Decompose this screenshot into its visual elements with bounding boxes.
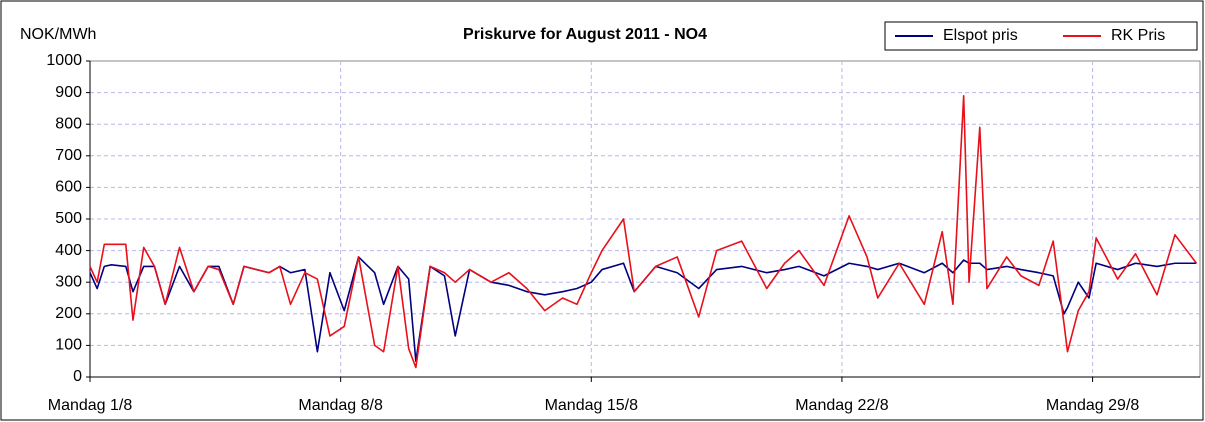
- x-tick-label: Mandag 1/8: [48, 397, 133, 414]
- y-axis-label: NOK/MWh: [20, 26, 96, 43]
- y-tick-label: 400: [55, 242, 82, 259]
- x-tick-label: Mandag 15/8: [545, 397, 639, 414]
- y-tick-label: 0: [73, 368, 82, 385]
- price-line: [89, 94, 1198, 369]
- y-tick-label: 100: [55, 337, 82, 354]
- x-tick-label: Mandag 8/8: [298, 397, 383, 414]
- chart-title: Priskurve for August 2011 - NO4: [463, 26, 707, 43]
- legend-box: [884, 21, 1198, 51]
- legend-label: RK Pris: [1111, 27, 1165, 44]
- y-tick-label: 900: [55, 84, 82, 101]
- legend-label: Elspot pris: [943, 27, 1018, 44]
- y-tick-label: 700: [55, 147, 82, 164]
- y-tick-label: 600: [55, 179, 82, 196]
- y-tick-label: 1000: [46, 52, 82, 69]
- x-tick-label: Mandag 29/8: [1046, 397, 1140, 414]
- y-tick-label: 300: [55, 273, 82, 290]
- y-tick-label: 200: [55, 305, 82, 322]
- x-tick-label: Mandag 22/8: [795, 397, 889, 414]
- y-tick-label: 800: [55, 115, 82, 132]
- y-tick-label: 500: [55, 210, 82, 227]
